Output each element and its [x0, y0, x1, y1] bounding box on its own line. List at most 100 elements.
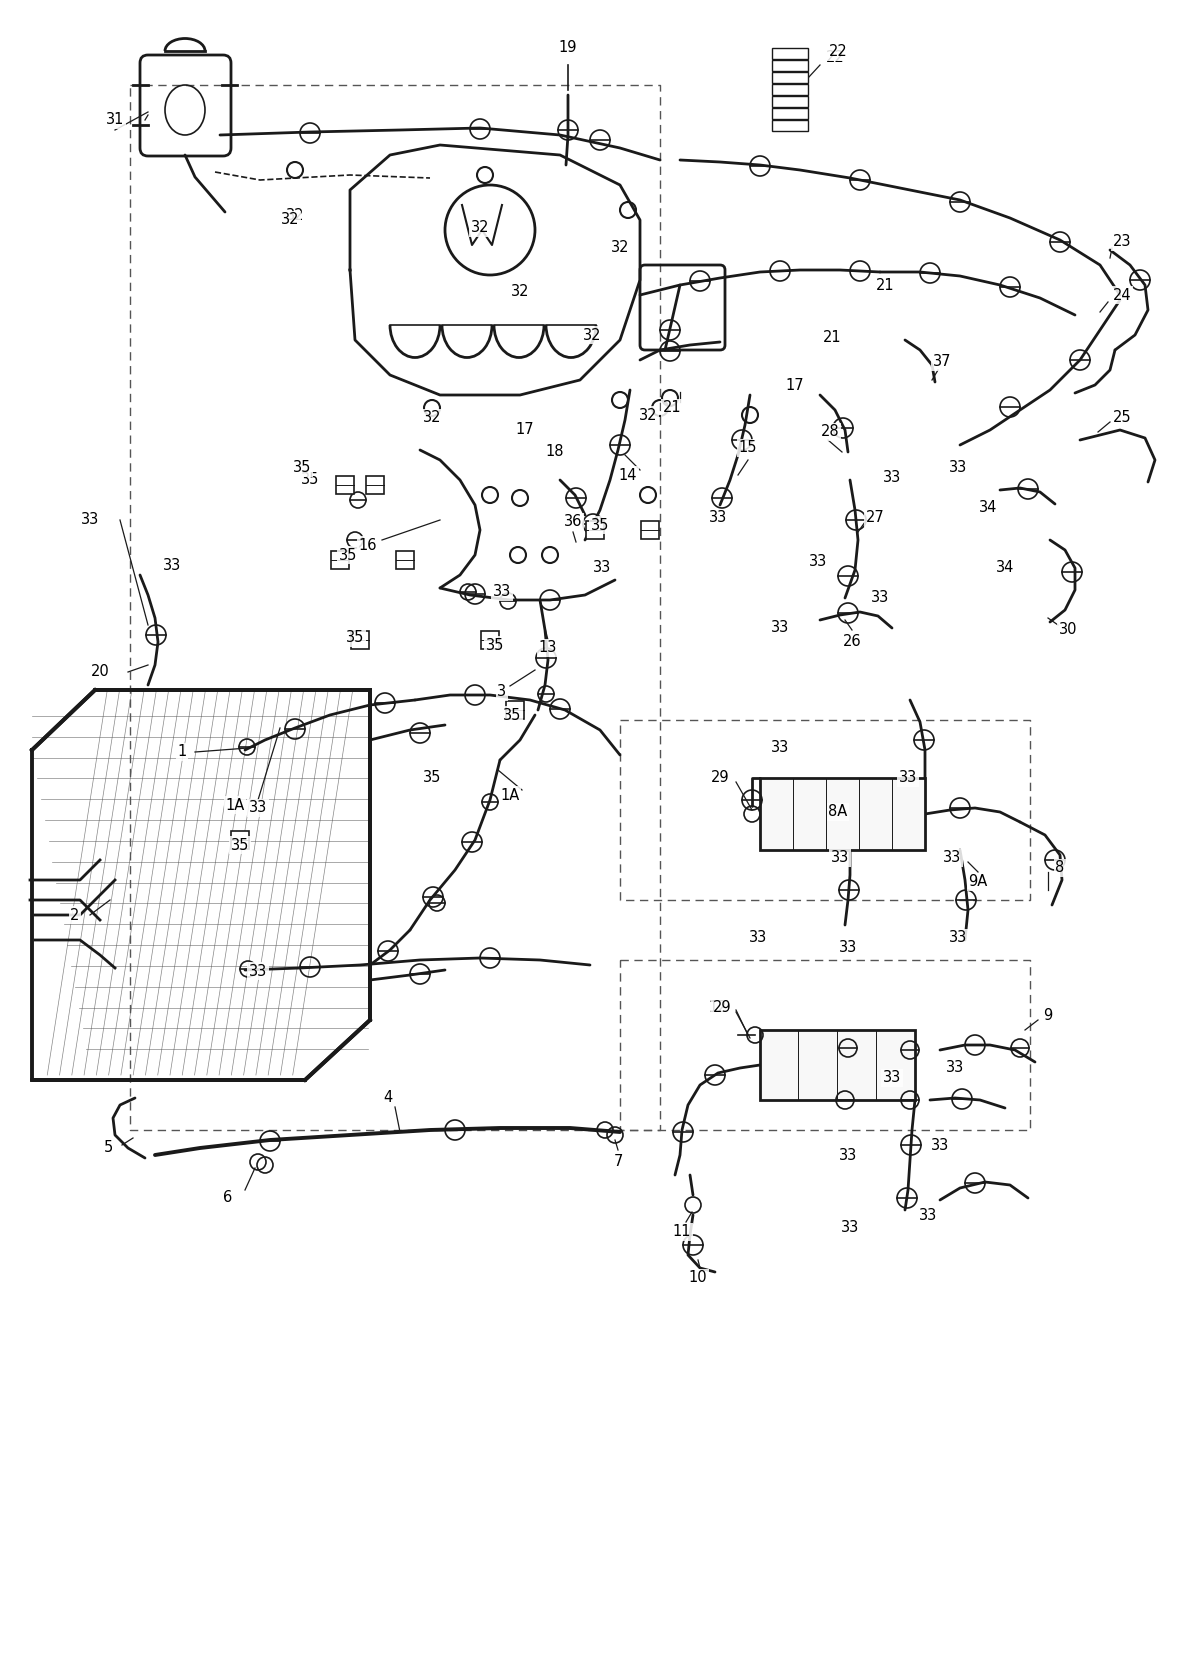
- Text: 16: 16: [359, 538, 377, 552]
- Text: 34: 34: [996, 561, 1014, 576]
- Text: 11: 11: [673, 1224, 691, 1239]
- Text: 32: 32: [281, 212, 299, 228]
- Text: 25: 25: [1112, 410, 1132, 425]
- Text: 21: 21: [876, 278, 894, 293]
- Bar: [352, 630, 370, 648]
- Text: 35: 35: [338, 547, 358, 562]
- Text: 1: 1: [178, 744, 187, 759]
- Text: 33: 33: [841, 1221, 859, 1236]
- Text: 9: 9: [1043, 1007, 1052, 1022]
- Text: 32: 32: [611, 240, 629, 255]
- Text: 33: 33: [493, 584, 511, 599]
- Text: 15: 15: [739, 440, 757, 455]
- Text: 31: 31: [106, 112, 124, 127]
- Text: 33: 33: [248, 964, 268, 979]
- Text: 33: 33: [899, 771, 917, 786]
- Text: 17: 17: [786, 377, 804, 392]
- Text: 21: 21: [823, 331, 841, 346]
- Text: 33: 33: [949, 931, 967, 946]
- Text: 35: 35: [301, 473, 319, 488]
- Text: 33: 33: [830, 850, 850, 865]
- Text: 2: 2: [71, 908, 79, 923]
- Text: 10: 10: [689, 1270, 707, 1285]
- Bar: [772, 84, 808, 94]
- Text: 33: 33: [883, 1070, 901, 1085]
- Text: 33: 33: [809, 554, 827, 569]
- Text: 33: 33: [770, 620, 790, 635]
- Bar: [230, 830, 250, 849]
- Text: 17: 17: [516, 422, 534, 438]
- Text: 29: 29: [713, 1001, 731, 1016]
- Text: 33: 33: [593, 561, 611, 576]
- Text: 8A: 8A: [828, 804, 847, 819]
- Text: 32: 32: [422, 410, 442, 425]
- Bar: [760, 777, 925, 850]
- Text: 3: 3: [498, 685, 506, 700]
- Text: 29: 29: [710, 771, 730, 786]
- Text: 35: 35: [486, 637, 504, 652]
- Text: 30: 30: [1058, 622, 1078, 637]
- Text: 33: 33: [749, 931, 767, 946]
- Text: 33: 33: [770, 741, 790, 756]
- Text: 21: 21: [662, 400, 682, 415]
- Text: 33: 33: [80, 513, 100, 528]
- Text: 7: 7: [613, 1154, 623, 1169]
- Bar: [336, 476, 354, 495]
- Text: 22: 22: [829, 45, 847, 60]
- Text: 27: 27: [865, 511, 884, 526]
- Text: 35: 35: [346, 630, 364, 645]
- Bar: [772, 96, 808, 108]
- Text: 35: 35: [590, 518, 610, 533]
- Text: 1A: 1A: [226, 797, 245, 812]
- Bar: [586, 521, 604, 539]
- Text: 6: 6: [223, 1191, 233, 1206]
- Text: 33: 33: [163, 557, 181, 572]
- Text: 33: 33: [709, 511, 727, 526]
- Text: 19: 19: [559, 40, 577, 56]
- Text: 33: 33: [931, 1138, 949, 1153]
- Text: 28: 28: [821, 425, 839, 440]
- Bar: [366, 476, 384, 495]
- Text: 35: 35: [503, 708, 521, 723]
- Text: 24: 24: [1112, 288, 1132, 303]
- Text: 33: 33: [946, 1060, 964, 1075]
- Text: 33: 33: [248, 801, 268, 815]
- Text: 32: 32: [286, 207, 305, 223]
- Text: 35: 35: [230, 837, 250, 852]
- Text: 13: 13: [539, 640, 557, 655]
- Text: 12: 12: [709, 1001, 727, 1016]
- Text: 33: 33: [883, 470, 901, 486]
- Text: 18: 18: [546, 445, 564, 460]
- Bar: [772, 108, 808, 119]
- Text: 23: 23: [1112, 235, 1132, 250]
- Text: 20: 20: [91, 665, 109, 680]
- Text: 4: 4: [383, 1090, 392, 1105]
- Text: 35: 35: [422, 771, 442, 786]
- Text: 32: 32: [470, 220, 490, 235]
- Text: 14: 14: [619, 468, 637, 483]
- Text: 34: 34: [979, 501, 997, 516]
- Text: 33: 33: [871, 590, 889, 605]
- Bar: [641, 521, 659, 539]
- Bar: [760, 1030, 916, 1100]
- Text: 33: 33: [949, 460, 967, 475]
- Text: 33: 33: [839, 1148, 857, 1163]
- Text: 22: 22: [826, 51, 845, 66]
- Text: 32: 32: [638, 407, 658, 422]
- Text: 36: 36: [564, 514, 582, 529]
- Text: 1A: 1A: [500, 787, 520, 802]
- Bar: [396, 551, 414, 569]
- Bar: [331, 551, 349, 569]
- Text: 9A: 9A: [968, 875, 988, 890]
- Text: 33: 33: [919, 1207, 937, 1222]
- Bar: [506, 701, 524, 719]
- Text: 26: 26: [842, 635, 862, 650]
- Text: 33: 33: [943, 850, 961, 865]
- Text: 37: 37: [932, 354, 952, 369]
- Text: 33: 33: [839, 941, 857, 956]
- Text: 32: 32: [511, 284, 529, 299]
- Bar: [772, 121, 808, 131]
- Text: 32: 32: [583, 327, 601, 342]
- Text: 8: 8: [1055, 860, 1064, 875]
- Bar: [772, 60, 808, 71]
